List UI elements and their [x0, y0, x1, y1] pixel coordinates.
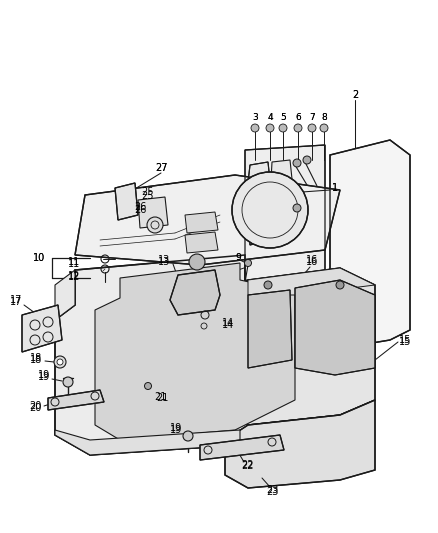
Circle shape: [63, 377, 73, 387]
Circle shape: [266, 124, 274, 132]
Text: 13: 13: [158, 255, 170, 265]
Polygon shape: [225, 400, 375, 488]
Polygon shape: [95, 263, 295, 440]
Text: 14: 14: [222, 318, 234, 328]
Polygon shape: [185, 232, 218, 253]
Polygon shape: [330, 140, 410, 350]
Text: 9: 9: [235, 254, 241, 262]
Text: 17: 17: [10, 295, 22, 305]
Text: 15: 15: [399, 337, 411, 347]
Text: 7: 7: [309, 114, 315, 123]
Text: 4: 4: [267, 114, 273, 123]
Circle shape: [251, 124, 259, 132]
Text: 23: 23: [266, 487, 278, 497]
Polygon shape: [200, 435, 284, 460]
Circle shape: [145, 383, 152, 390]
Circle shape: [57, 359, 63, 365]
Text: 2: 2: [352, 90, 358, 100]
Polygon shape: [245, 145, 325, 345]
Text: 2: 2: [352, 90, 358, 100]
Text: 16: 16: [306, 255, 318, 265]
Text: 10: 10: [33, 253, 45, 263]
Text: 11: 11: [68, 257, 80, 267]
Text: 21: 21: [156, 393, 168, 403]
Circle shape: [308, 124, 316, 132]
Text: 18: 18: [30, 355, 42, 365]
Text: 6: 6: [295, 114, 301, 123]
Text: 12: 12: [68, 272, 81, 282]
Polygon shape: [55, 270, 75, 320]
Text: 19: 19: [38, 370, 50, 380]
Polygon shape: [55, 255, 310, 455]
Text: 27: 27: [155, 163, 167, 173]
Circle shape: [320, 124, 328, 132]
Text: 19: 19: [170, 425, 182, 435]
Text: 26: 26: [134, 202, 146, 212]
Text: 14: 14: [222, 320, 234, 330]
Text: 10: 10: [33, 253, 45, 263]
Text: 12: 12: [68, 271, 81, 281]
Polygon shape: [225, 268, 375, 425]
Text: 4: 4: [267, 114, 273, 123]
Circle shape: [183, 431, 193, 441]
Polygon shape: [115, 183, 138, 220]
Text: 13: 13: [158, 257, 170, 267]
Polygon shape: [270, 160, 294, 245]
Polygon shape: [185, 212, 218, 233]
Text: 25: 25: [142, 191, 154, 201]
Text: 20: 20: [30, 403, 42, 413]
Text: 26: 26: [134, 205, 146, 215]
Text: 8: 8: [321, 114, 327, 123]
Polygon shape: [48, 390, 104, 410]
Text: 19: 19: [38, 372, 50, 382]
Circle shape: [54, 356, 66, 368]
Circle shape: [336, 281, 344, 289]
Polygon shape: [248, 290, 292, 368]
Text: 5: 5: [280, 114, 286, 123]
Text: 20: 20: [30, 401, 42, 411]
Text: 9: 9: [235, 254, 241, 262]
Text: 19: 19: [170, 423, 182, 433]
Text: 25: 25: [142, 187, 154, 197]
Circle shape: [232, 172, 308, 248]
Circle shape: [147, 217, 163, 233]
Text: 1: 1: [332, 183, 338, 193]
Text: 27: 27: [155, 163, 167, 173]
Polygon shape: [55, 430, 240, 455]
Polygon shape: [248, 268, 375, 295]
Polygon shape: [246, 162, 272, 245]
Circle shape: [279, 124, 287, 132]
Circle shape: [294, 124, 302, 132]
Polygon shape: [22, 305, 62, 352]
Polygon shape: [170, 270, 220, 315]
Circle shape: [293, 159, 301, 167]
Text: 16: 16: [306, 257, 318, 267]
Text: 23: 23: [266, 485, 278, 495]
Text: 17: 17: [10, 297, 22, 307]
Circle shape: [303, 156, 311, 164]
Text: 22: 22: [242, 460, 254, 470]
Text: 8: 8: [321, 114, 327, 123]
Text: 22: 22: [242, 461, 254, 471]
Text: 5: 5: [280, 114, 286, 123]
Circle shape: [189, 254, 205, 270]
Text: 7: 7: [309, 114, 315, 123]
Text: 1: 1: [332, 183, 338, 193]
Text: 3: 3: [252, 114, 258, 123]
Polygon shape: [295, 280, 375, 375]
Text: 6: 6: [295, 114, 301, 123]
Text: 11: 11: [68, 259, 80, 269]
Text: 3: 3: [252, 114, 258, 123]
Polygon shape: [75, 175, 340, 265]
Text: 18: 18: [30, 353, 42, 363]
Text: 21: 21: [154, 392, 166, 402]
Circle shape: [244, 260, 251, 266]
Circle shape: [293, 204, 301, 212]
Text: 15: 15: [399, 335, 411, 345]
Circle shape: [264, 281, 272, 289]
Polygon shape: [138, 197, 168, 228]
